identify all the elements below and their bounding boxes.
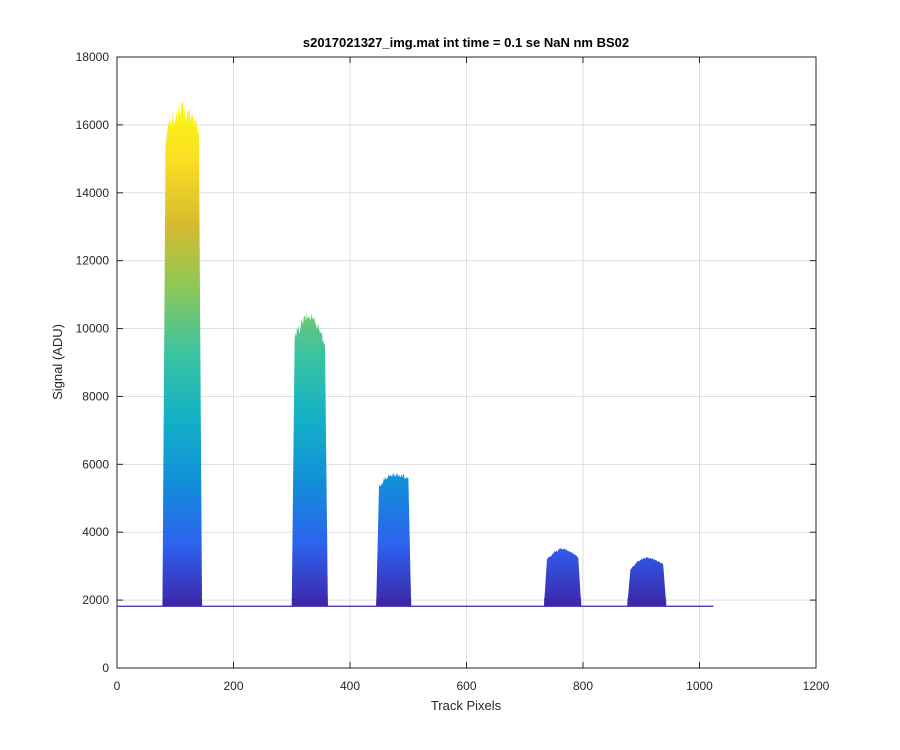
signal-peak-base-5 — [627, 598, 667, 607]
y-tick-label: 10000 — [76, 322, 110, 336]
y-tick-label: 16000 — [76, 118, 110, 132]
y-tick-label: 8000 — [82, 389, 109, 403]
tick-labels: 0 200 400 600 800 1000 12000200040006000800010… — [76, 50, 830, 693]
x-tick-label: 800 — [573, 679, 593, 693]
signal-peak-1 — [162, 102, 203, 607]
x-tick-label: 0 — [114, 679, 121, 693]
signal-peak-3 — [376, 472, 412, 607]
x-tick-label: 200 — [223, 679, 243, 693]
signal-peak-base-2 — [291, 598, 328, 607]
y-tick-label: 14000 — [76, 186, 110, 200]
signal-peak-4 — [543, 548, 582, 607]
y-tick-label: 18000 — [76, 50, 110, 64]
signal-peak-5 — [627, 557, 667, 607]
signal-peak-base-4 — [543, 598, 582, 607]
x-axis-label: Track Pixels — [431, 698, 502, 713]
y-tick-label: 4000 — [82, 525, 109, 539]
x-tick-label: 400 — [340, 679, 360, 693]
axes — [116, 56, 817, 669]
y-axis-label: Signal (ADU) — [50, 324, 65, 400]
x-tick-label: 600 — [456, 679, 476, 693]
signal-peak-base-1 — [162, 598, 203, 607]
grid — [117, 57, 816, 668]
x-tick-label: 1200 — [803, 679, 830, 693]
y-tick-label: 0 — [102, 661, 109, 675]
y-tick-label: 6000 — [82, 457, 109, 471]
chart-title: s2017021327_img.mat int time = 0.1 se Na… — [303, 35, 629, 50]
y-tick-label: 2000 — [82, 593, 109, 607]
signal-series — [117, 102, 714, 607]
x-tick-label: 1000 — [686, 679, 713, 693]
y-tick-label: 12000 — [76, 254, 110, 268]
signal-peak-2 — [291, 312, 328, 607]
signal-peak-base-3 — [376, 598, 412, 607]
